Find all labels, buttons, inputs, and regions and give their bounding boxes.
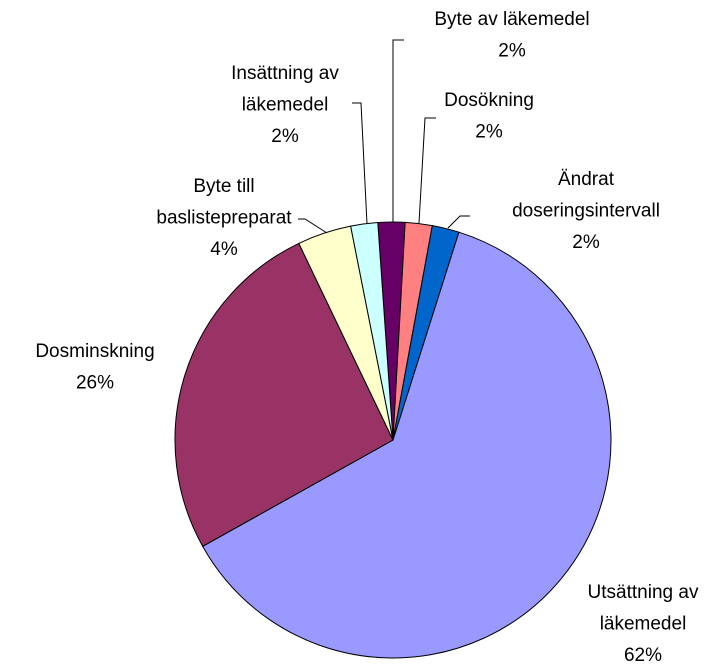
leader-lines (298, 39, 470, 234)
leader-line (352, 102, 368, 225)
leader-line (447, 215, 470, 229)
label-value: 2% (475, 122, 503, 143)
data-label: Byte till baslistepreparat 4% (156, 176, 292, 260)
label-value: 4% (210, 239, 238, 260)
label-line: läkemedel (242, 95, 329, 116)
pie-slice (350, 221, 394, 441)
label-name: Insättning av läkemedel (231, 63, 339, 116)
data-label: Ändrat doseringsintervall 2% (512, 169, 660, 253)
label-line: Byte av läkemedel (434, 9, 589, 30)
label-name: Byte av läkemedel (434, 9, 589, 30)
leader-line (418, 117, 436, 224)
label-value: 62% (624, 645, 662, 666)
data-labels: Byte av läkemedel 2% Dosökning 2% Ändrat dose… (35, 9, 699, 666)
pie (174, 221, 612, 659)
pie-slice (202, 231, 612, 659)
data-label: Dosökning 2% (444, 90, 534, 143)
data-label: Utsättning av läkemedel 62% (588, 582, 699, 666)
label-value: 2% (498, 41, 526, 62)
label-line: Byte till (193, 176, 254, 197)
label-line: Insättning av (231, 63, 339, 84)
data-label: Insättning av läkemedel 2% (231, 63, 339, 147)
label-line: Dosökning (444, 90, 534, 111)
label-line: Utsättning av (588, 582, 699, 603)
leader-line (298, 218, 328, 234)
leader-line (392, 39, 404, 222)
label-name: Ändrat doseringsintervall (512, 169, 660, 222)
label-value: 2% (271, 126, 299, 147)
label-line: Dosminskning (35, 341, 154, 362)
label-name: Dosökning (444, 90, 534, 111)
label-name: Dosminskning (35, 341, 154, 362)
label-name: Utsättning av läkemedel (588, 582, 699, 635)
label-line: Ändrat (558, 169, 615, 190)
label-name: Byte till baslistepreparat (156, 176, 292, 229)
label-line: baslistepreparat (156, 208, 292, 229)
label-value: 26% (76, 373, 114, 394)
pie-slice (174, 242, 394, 548)
label-value: 2% (572, 232, 600, 253)
data-label: Dosminskning 26% (35, 341, 154, 394)
data-label: Byte av läkemedel 2% (434, 9, 589, 62)
label-line: doseringsintervall (512, 201, 660, 222)
label-line: läkemedel (600, 614, 687, 635)
